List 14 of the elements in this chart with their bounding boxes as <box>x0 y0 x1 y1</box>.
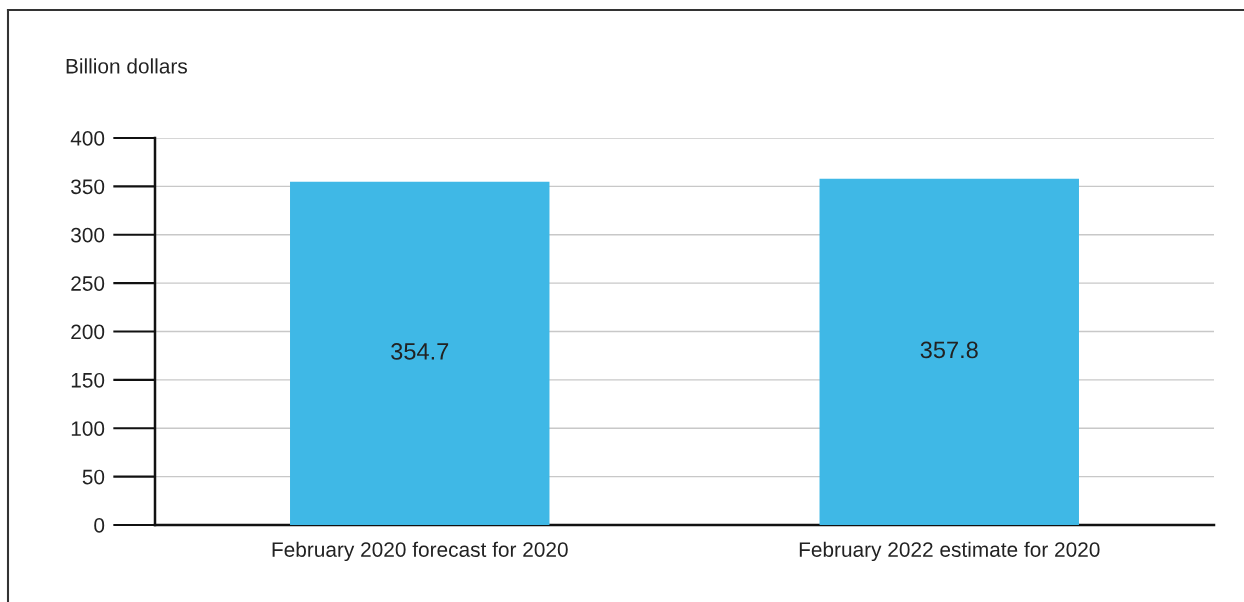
y-tick-label: 150 <box>71 372 105 388</box>
x-tick-label: February 2020 forecast for 2020 <box>272 541 568 562</box>
y-tick-label: 250 <box>71 276 105 291</box>
data-label: 354.7 <box>391 343 449 360</box>
y-tick-label: 100 <box>71 421 105 436</box>
x-tick-label: February 2022 estimate for 2020 <box>799 541 1100 562</box>
y-tick-label: 400 <box>70 131 105 146</box>
data-label: 357.8 <box>920 341 978 359</box>
y-tick-label: 200 <box>71 324 105 340</box>
y-axis-title: Billion dollars <box>66 58 187 74</box>
y-tick-label: 50 <box>82 469 105 485</box>
y-tick-label: 0 <box>94 518 105 533</box>
y-tick-label: 300 <box>71 227 105 243</box>
y-tick-label: 350 <box>71 179 105 195</box>
